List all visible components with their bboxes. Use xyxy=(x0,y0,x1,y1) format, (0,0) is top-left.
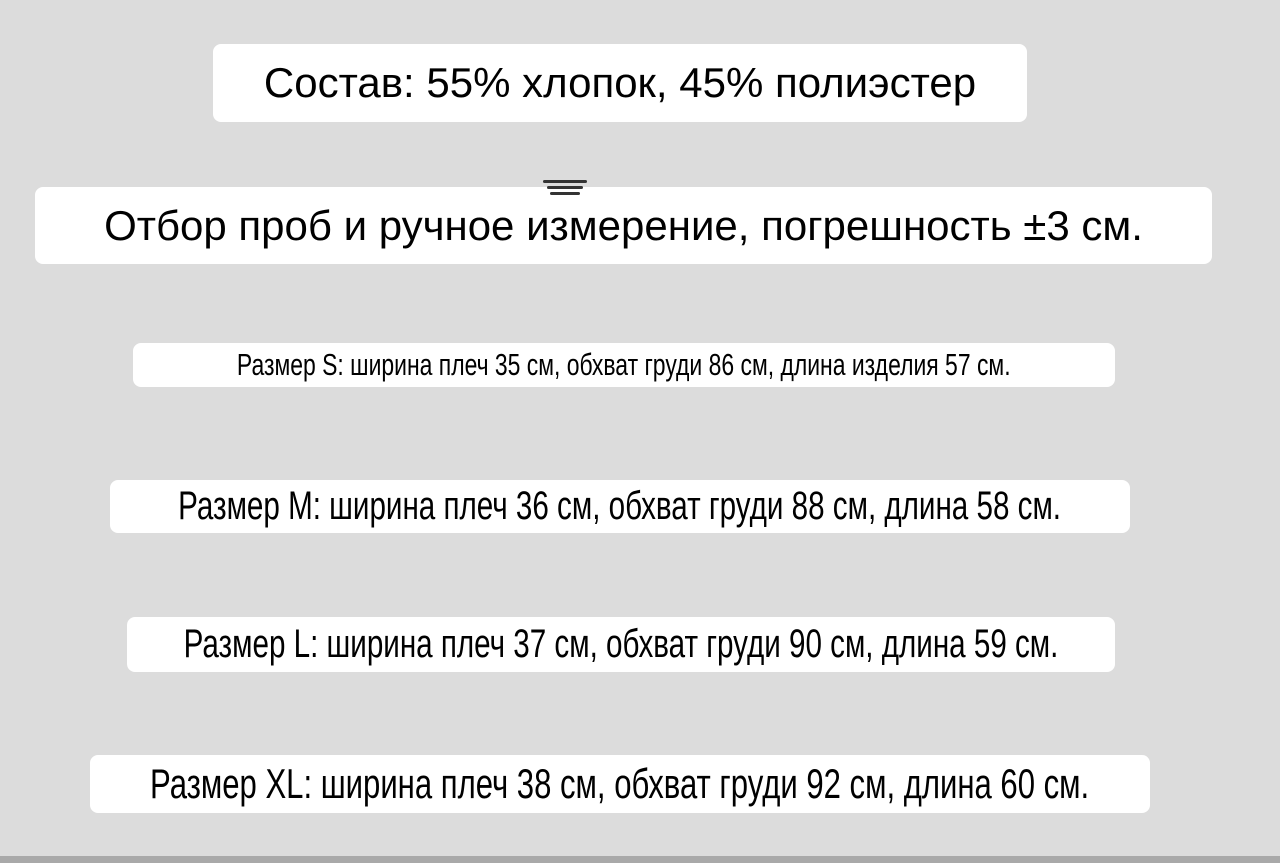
size-m-label: Размер M: ширина плеч 36 см, обхват груд… xyxy=(110,480,1130,533)
size-s-label: Размер S: ширина плеч 35 см, обхват груд… xyxy=(133,343,1115,387)
measurement-note-label: Отбор проб и ручное измерение, погрешнос… xyxy=(35,187,1212,264)
size-l-text: Размер L: ширина плеч 37 см, обхват груд… xyxy=(183,622,1059,666)
bottom-edge xyxy=(0,856,1280,863)
measurement-note-text: Отбор проб и ручное измерение, погрешнос… xyxy=(104,201,1143,249)
size-l-label: Размер L: ширина плеч 37 см, обхват груд… xyxy=(127,617,1115,672)
size-s-text: Размер S: ширина плеч 35 см, обхват груд… xyxy=(237,347,1011,382)
menu-lines-icon xyxy=(540,180,590,200)
size-m-text: Размер M: ширина плеч 36 см, обхват груд… xyxy=(178,484,1062,528)
composition-label: Состав: 55% хлопок, 45% полиэстер xyxy=(213,44,1027,122)
size-xl-label: Размер XL: ширина плеч 38 см, обхват гру… xyxy=(90,755,1150,813)
composition-text: Состав: 55% хлопок, 45% полиэстер xyxy=(263,59,977,106)
size-xl-text: Размер XL: ширина плеч 38 см, обхват гру… xyxy=(150,760,1090,807)
